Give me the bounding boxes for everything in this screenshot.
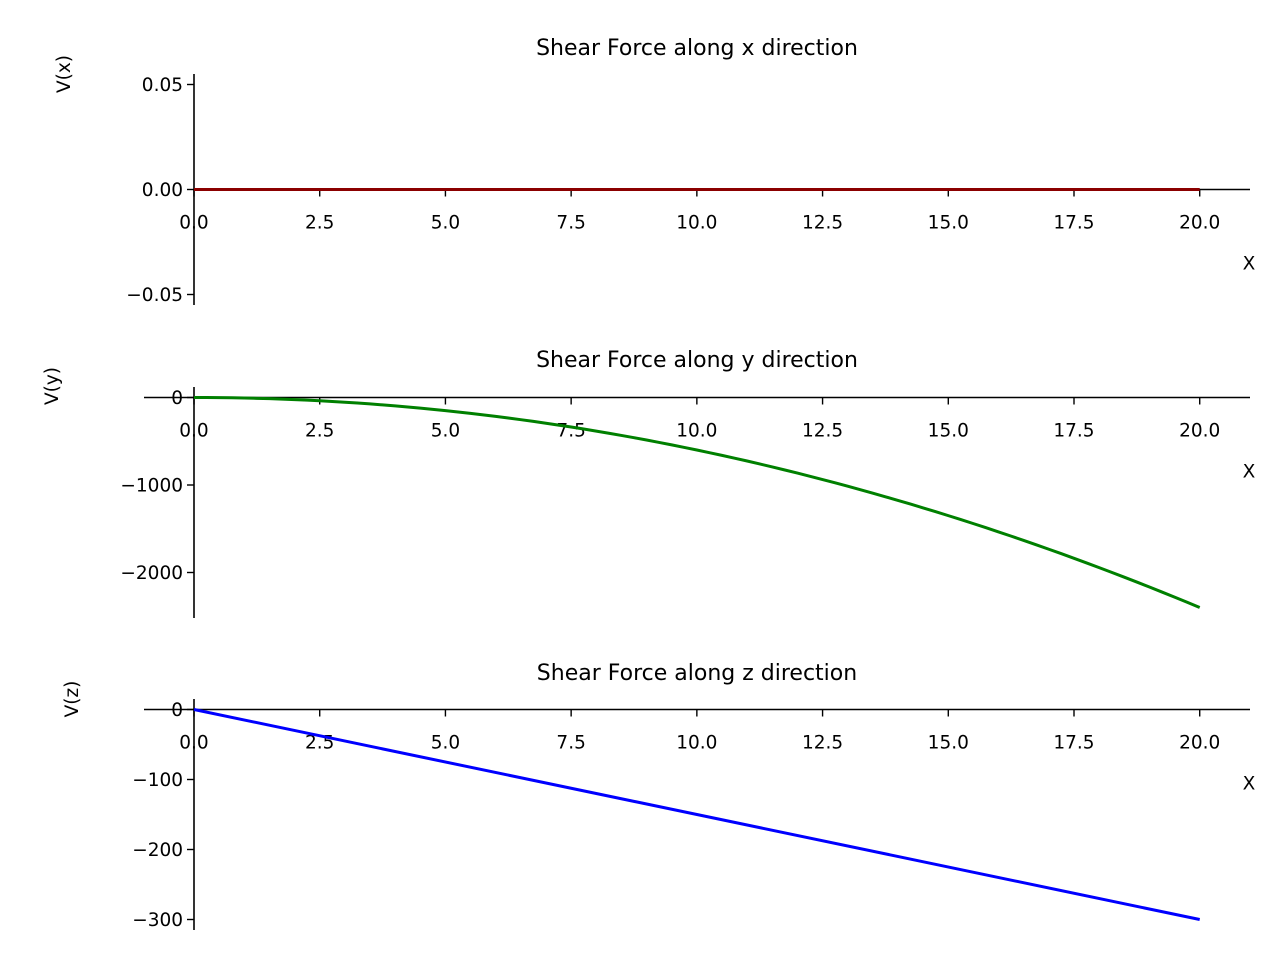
y-tick-label: −0.05 [126,285,183,306]
y-tick-label: 0 [171,388,183,409]
y-tick-label: 0.05 [142,75,183,96]
x-tick-label: 2.5 [305,213,334,234]
x-tick-label: 20.0 [1179,733,1220,754]
x-tick-label: 15.0 [928,421,969,442]
y-tick-label: −100 [132,770,183,791]
series-line [193,396,1201,609]
x-axis-label: X [1243,254,1256,275]
x-tick-label: 7.5 [556,421,585,442]
x-tick-label: 17.5 [1053,421,1094,442]
x-tick-label: 12.5 [802,421,843,442]
x-tick-label: 15.0 [928,213,969,234]
y-axis-label: V(x) [54,55,75,93]
x-tick-label: 5.0 [431,733,460,754]
x-tick-label: 7.5 [556,733,585,754]
subplot-3: Shear Force along z direction 0 −100 −200 −3… [62,661,1256,931]
x-tick-label: 2.5 [305,421,334,442]
x-tick-label: 0.0 [179,421,208,442]
series-line [193,708,1201,921]
subplot-1: Shear Force along x direction 0.05 0.00 −0.… [54,36,1256,306]
chart-title: Shear Force along y direction [536,348,858,373]
x-tick-label: 10.0 [676,733,717,754]
x-tick-label: 20.0 [1179,213,1220,234]
x-tick-label: 5.0 [431,213,460,234]
x-tick-label: 0.0 [179,733,208,754]
y-tick-label: −300 [132,910,183,931]
x-tick-label: 12.5 [802,733,843,754]
y-tick-label: 0 [171,700,183,721]
subplot-2: Shear Force along y direction 0 −1000 −2000… [42,348,1256,618]
x-axis-label: X [1243,462,1256,483]
x-tick-label: 20.0 [1179,421,1220,442]
x-tick-label: 10.0 [676,421,717,442]
chart-title: Shear Force along z direction [537,661,857,686]
y-tick-label: −200 [132,840,183,861]
chart-title: Shear Force along x direction [536,36,858,61]
x-tick-label: 17.5 [1053,213,1094,234]
y-axis-label: V(z) [62,681,83,718]
x-tick-label: 5.0 [431,421,460,442]
x-tick-label: 12.5 [802,213,843,234]
x-tick-label: 17.5 [1053,733,1094,754]
x-tick-label: 7.5 [556,213,585,234]
x-tick-label: 0.0 [179,213,208,234]
y-tick-label: −1000 [120,476,183,497]
x-tick-label: 10.0 [676,213,717,234]
x-tick-label: 15.0 [928,733,969,754]
y-axis-label: V(y) [42,367,63,405]
y-tick-label: −2000 [120,563,183,584]
x-axis-label: X [1243,774,1256,795]
y-tick-label: 0.00 [142,180,183,201]
